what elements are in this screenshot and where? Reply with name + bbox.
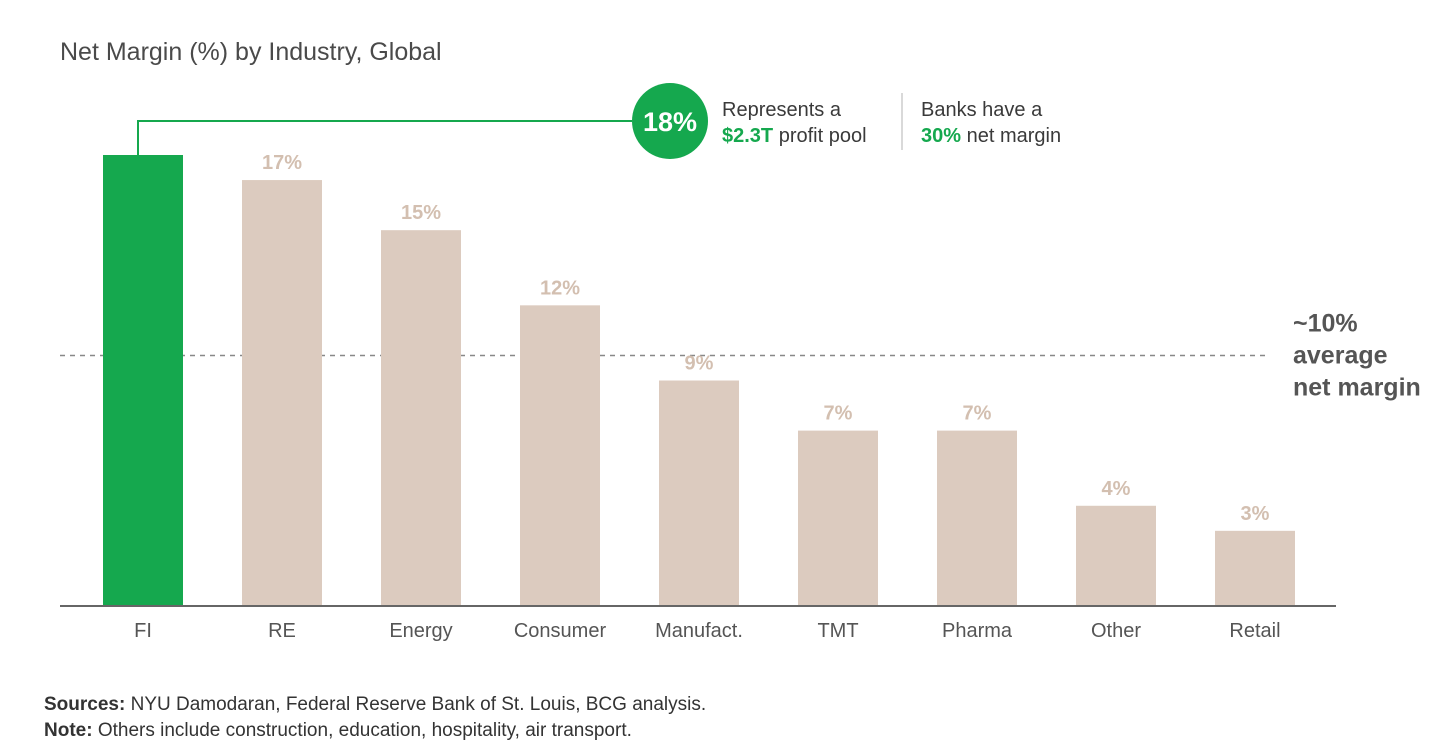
bar-pharma: [937, 430, 1017, 606]
category-label: RE: [268, 620, 296, 642]
callout-line1: Represents a: [722, 99, 842, 121]
sources-line: Sources: NYU Damodaran, Federal Reserve …: [44, 692, 706, 718]
category-label: TMT: [817, 620, 858, 642]
value-label: 3%: [1241, 503, 1270, 525]
callout-badge-value: 18%: [643, 107, 697, 137]
category-label: Manufact.: [655, 620, 743, 642]
bar-other: [1076, 505, 1156, 606]
category-labels-group: FI RE Energy Consumer Manufact. TMT Pharma Othe…: [134, 620, 1280, 642]
value-label: 15%: [401, 202, 441, 224]
category-label: Pharma: [942, 620, 1013, 642]
sources-text: NYU Damodaran, Federal Reserve Bank of S…: [125, 694, 707, 715]
bar-manufact: [659, 380, 739, 606]
category-label: Other: [1091, 620, 1141, 642]
callout-right-line2: 30% net margin: [921, 125, 1061, 147]
average-label-line: average: [1293, 341, 1388, 369]
value-label: 4%: [1102, 478, 1131, 500]
category-label: Consumer: [514, 620, 607, 642]
note-text: Others include construction, education, …: [92, 720, 632, 741]
bars-group: [103, 155, 1295, 607]
bar-energy: [381, 230, 461, 606]
value-labels-group: 17% 15% 12% 9% 7% 7% 4% 3%: [262, 152, 1270, 525]
chart-title: Net Margin (%) by Industry, Global: [60, 38, 442, 66]
callout-right-line1: Banks have a: [921, 99, 1043, 121]
callout-connector-line: [137, 120, 632, 155]
category-label: Energy: [389, 620, 452, 642]
footer-notes: Sources: NYU Damodaran, Federal Reserve …: [44, 692, 706, 744]
note-label: Note:: [44, 720, 93, 741]
average-label-line: ~10%: [1293, 309, 1358, 337]
value-label: 9%: [685, 353, 714, 375]
note-line: Note: Others include construction, educa…: [44, 718, 706, 744]
callout-line2: $2.3T profit pool: [722, 125, 867, 147]
average-label: ~10% average net margin: [1293, 309, 1421, 401]
bar-tmt: [798, 430, 878, 606]
callout-badge-circle: [632, 83, 708, 159]
callout-line2-rest: profit pool: [773, 125, 866, 147]
bar-re: [242, 180, 322, 607]
value-label: 12%: [540, 277, 580, 299]
sources-label: Sources:: [44, 694, 126, 715]
bar-consumer: [520, 305, 600, 606]
callout-right-line2-rest: net margin: [961, 125, 1061, 147]
category-label: Retail: [1229, 620, 1280, 642]
bank-margin-value: 30%: [921, 125, 961, 147]
callout-profit-pool-value: $2.3T: [722, 125, 773, 147]
value-label: 17%: [262, 152, 302, 174]
value-label: 7%: [824, 403, 853, 425]
bar-fi: [103, 155, 183, 606]
bar-retail: [1215, 530, 1295, 606]
category-label: FI: [134, 620, 152, 642]
value-label: 7%: [963, 403, 992, 425]
average-label-line: net margin: [1293, 373, 1421, 401]
